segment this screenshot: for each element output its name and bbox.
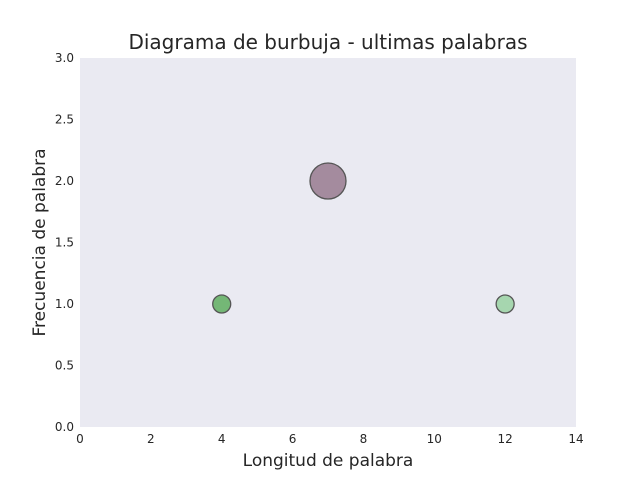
bubble-point <box>309 162 347 200</box>
plot-area <box>80 58 576 427</box>
x-axis-ticks: 0 2 4 6 8 10 12 14 <box>76 432 583 446</box>
y-tick-label: 0.5 <box>55 359 74 373</box>
y-tick-label: 3.0 <box>55 51 74 65</box>
y-tick-label: 2.0 <box>55 174 74 188</box>
x-tick-label: 14 <box>568 432 583 446</box>
y-tick-label: 1.0 <box>55 297 74 311</box>
x-tick-label: 4 <box>218 432 226 446</box>
x-tick-label: 0 <box>76 432 84 446</box>
y-axis-label: Frecuencia de palabra <box>30 148 50 336</box>
bubble-point <box>495 294 515 314</box>
bubble-point <box>212 294 232 314</box>
x-tick-label: 12 <box>498 432 513 446</box>
x-axis-label: Longitud de palabra <box>243 451 414 471</box>
bubble-series <box>212 162 515 314</box>
y-axis-ticks: 0.0 0.5 1.0 1.5 2.0 2.5 3.0 <box>55 51 74 434</box>
x-tick-label: 6 <box>289 432 297 446</box>
chart-title: Diagrama de burbuja - ultimas palabras <box>128 30 527 54</box>
x-tick-label: 2 <box>147 432 155 446</box>
y-tick-label: 2.5 <box>55 113 74 127</box>
y-tick-label: 0.0 <box>55 420 74 434</box>
x-tick-label: 10 <box>427 432 442 446</box>
x-tick-label: 8 <box>360 432 368 446</box>
y-tick-label: 1.5 <box>55 236 74 250</box>
